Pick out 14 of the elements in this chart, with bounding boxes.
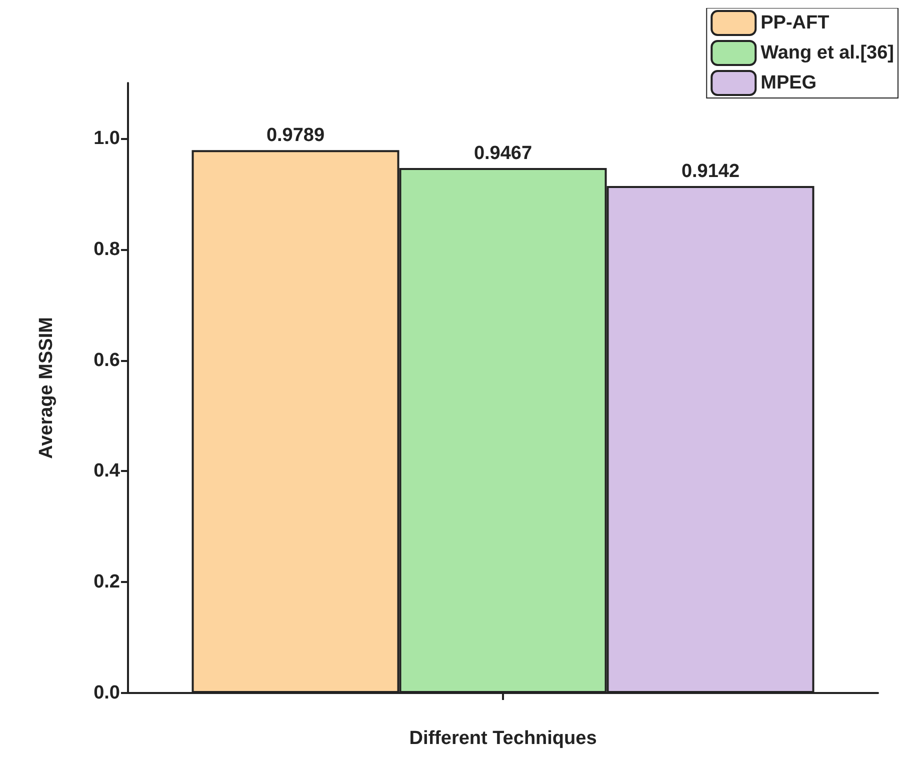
data-label: 0.9142 [681,161,740,182]
legend-label: MPEG [760,72,817,94]
y-tick-label: 0.6 [94,350,120,371]
data-label: 0.9789 [266,125,325,146]
data-label: 0.9467 [474,143,532,164]
y-tick-label: 0.4 [94,460,120,482]
x-axis-title: Different Techniques [409,728,597,749]
y-tick-label: 0.2 [94,572,120,593]
y-tick-label: 0.0 [94,682,120,704]
legend-label: PP-AFT [760,12,830,34]
y-axis-title: Average MSSIM [36,317,57,459]
legend-label: Wang et al.[36] [760,42,894,64]
y-tick-label: 0.8 [94,238,120,260]
y-tick-label: 1.0 [94,128,120,149]
